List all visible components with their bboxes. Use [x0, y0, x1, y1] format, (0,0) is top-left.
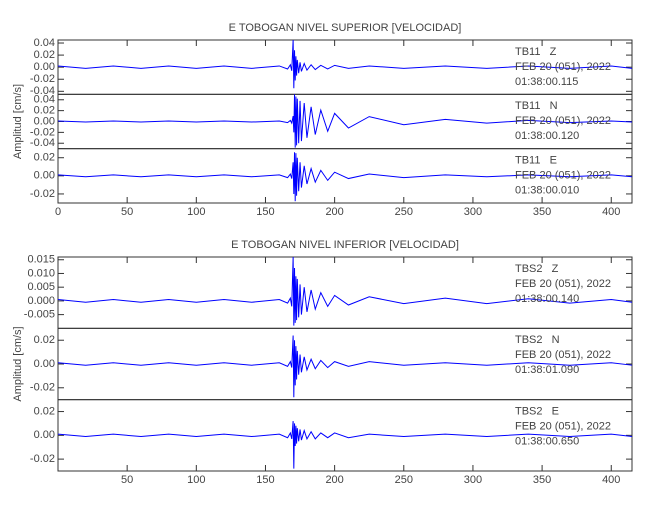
- trace-annotation: 01:38:00.115: [515, 76, 578, 88]
- waveform: [57, 335, 633, 398]
- x-tick-label: 350: [533, 206, 551, 218]
- x-tick-label: 200: [325, 206, 343, 218]
- x-tick-label: 350: [533, 474, 551, 486]
- x-tick-label: 100: [187, 206, 205, 218]
- y-axis-label: Amplitud [cm/s]: [12, 326, 24, 401]
- y-tick-label: -0.02: [30, 188, 55, 200]
- chart-title: E TOBOGAN NIVEL INFERIOR [VELOCIDAD]: [231, 239, 459, 251]
- x-tick-label: 50: [121, 474, 133, 486]
- x-tick-label: 150: [256, 474, 274, 486]
- trace-annotation: TBS2 N: [515, 334, 560, 346]
- x-tick-label: 300: [464, 474, 482, 486]
- trace-annotation: 01:38:00.140: [515, 293, 579, 305]
- x-tick-label: 250: [395, 206, 413, 218]
- trace-annotation: TB11 E: [515, 155, 557, 167]
- y-axis-label: Amplitud [cm/s]: [12, 84, 24, 159]
- trace-annotation: TB11 N: [515, 100, 558, 112]
- y-tick-label: 0.005: [27, 281, 55, 293]
- y-tick-label: 0.00: [34, 358, 55, 370]
- y-tick-label: -0.02: [30, 73, 55, 85]
- y-tick-label: -0.02: [30, 382, 55, 394]
- trace-annotation: 01:38:01.090: [515, 364, 579, 376]
- y-tick-label: 0.02: [34, 405, 55, 417]
- waveform: [57, 256, 633, 326]
- waveform: [57, 39, 633, 89]
- y-tick-label: -0.02: [30, 453, 55, 465]
- trace-annotation: FEB 20 (051), 2022: [515, 61, 611, 73]
- chart-title: E TOBOGAN NIVEL SUPERIOR [VELOCIDAD]: [229, 22, 462, 34]
- y-tick-label: 0.02: [34, 105, 55, 117]
- x-tick-label: 250: [395, 474, 413, 486]
- trace-annotation: 01:38:00.650: [515, 436, 579, 448]
- x-tick-label: 400: [602, 474, 620, 486]
- y-tick-label: 0.00: [34, 170, 55, 182]
- trace-annotation: TBS2 Z: [515, 263, 559, 275]
- y-tick-label: -0.005: [24, 309, 55, 321]
- y-tick-label: 0.015: [27, 254, 55, 266]
- x-tick-label: 200: [325, 474, 343, 486]
- x-tick-label: 50: [121, 206, 133, 218]
- trace-annotation: FEB 20 (051), 2022: [515, 115, 611, 127]
- trace-annotation: FEB 20 (051), 2022: [515, 349, 611, 361]
- y-tick-label: -0.04: [30, 85, 55, 97]
- trace-annotation: FEB 20 (051), 2022: [515, 421, 611, 433]
- x-tick-label: 150: [256, 206, 274, 218]
- y-tick-label: 0.02: [34, 49, 55, 61]
- trace-annotation: TB11 Z: [515, 46, 557, 58]
- y-tick-label: 0.02: [34, 152, 55, 164]
- y-tick-label: -0.04: [30, 137, 55, 149]
- x-tick-label: 400: [602, 206, 620, 218]
- y-tick-label: -0.02: [30, 126, 55, 138]
- waveform: [57, 421, 633, 469]
- y-tick-label: 0.02: [34, 334, 55, 346]
- y-tick-label: 0.00: [34, 115, 55, 127]
- x-tick-label: 300: [464, 206, 482, 218]
- trace-annotation: 01:38:00.120: [515, 130, 579, 142]
- waveform: [57, 152, 633, 202]
- trace-annotation: TBS2 E: [515, 406, 559, 418]
- y-tick-label: 0.000: [27, 295, 55, 307]
- y-tick-label: 0.04: [34, 94, 55, 106]
- y-tick-label: 0.00: [34, 429, 55, 441]
- y-tick-label: 0.00: [34, 61, 55, 73]
- x-tick-label: 0: [55, 206, 61, 218]
- waveform: [57, 94, 633, 148]
- x-tick-label: 100: [187, 474, 205, 486]
- y-tick-label: 0.04: [34, 37, 55, 49]
- y-tick-label: 0.010: [27, 267, 55, 279]
- trace-annotation: FEB 20 (051), 2022: [515, 170, 611, 182]
- trace-annotation: 01:38:00.010: [515, 185, 579, 197]
- trace-annotation: FEB 20 (051), 2022: [515, 278, 611, 290]
